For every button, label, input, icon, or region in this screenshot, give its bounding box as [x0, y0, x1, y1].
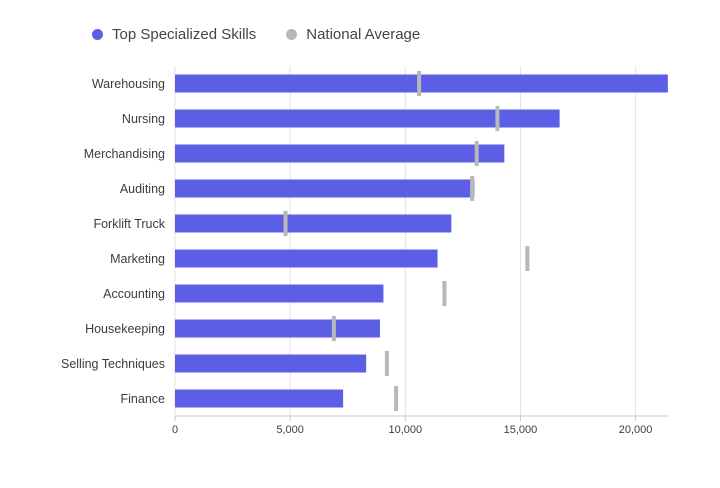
chart-legend: Top Specialized Skills National Average: [92, 26, 420, 43]
x-tick-label: 15,000: [504, 424, 538, 436]
average-marker[interactable]: [283, 211, 288, 236]
average-marker[interactable]: [474, 141, 479, 166]
average-marker[interactable]: [417, 71, 422, 96]
category-label: Accounting: [103, 287, 165, 301]
category-labels: Warehousing Nursing Merchandising Auditing F…: [61, 77, 166, 406]
category-label: Housekeeping: [85, 322, 165, 336]
x-tick-label: 10,000: [388, 424, 422, 436]
average-marker[interactable]: [442, 281, 447, 306]
legend-item-national-average[interactable]: National Average: [286, 26, 420, 43]
bar[interactable]: [175, 249, 438, 268]
category-label: Auditing: [120, 182, 165, 196]
legend-label-national-average: National Average: [306, 26, 421, 43]
x-tick-label: 0: [172, 424, 178, 436]
legend-swatch-national-average: [286, 29, 298, 40]
category-label: Finance: [121, 392, 166, 406]
bar[interactable]: [175, 144, 505, 163]
bar[interactable]: [175, 214, 452, 233]
x-tick-label: 5,000: [276, 424, 304, 436]
category-label: Merchandising: [84, 147, 165, 161]
legend-label-top-skills: Top Specialized Skills: [112, 26, 257, 43]
x-axis: 0 5,000 10,000 15,000 20,000: [172, 415, 669, 436]
average-marker[interactable]: [384, 351, 389, 376]
bars-group: [175, 74, 668, 408]
bar[interactable]: [175, 354, 367, 373]
category-label: Nursing: [122, 112, 165, 126]
average-marker[interactable]: [470, 176, 475, 201]
bar[interactable]: [175, 179, 475, 198]
average-marker[interactable]: [495, 106, 500, 131]
bar[interactable]: [175, 319, 380, 338]
x-tick-label: 20,000: [619, 424, 653, 436]
category-label: Warehousing: [92, 77, 165, 91]
legend-item-top-skills[interactable]: Top Specialized Skills: [92, 26, 256, 43]
bar[interactable]: [175, 74, 668, 93]
bar[interactable]: [175, 284, 384, 303]
category-label: Forklift Truck: [93, 217, 165, 231]
bar[interactable]: [175, 109, 560, 128]
category-label: Selling Techniques: [61, 357, 165, 371]
bar[interactable]: [175, 389, 344, 408]
average-marker[interactable]: [331, 316, 336, 341]
category-label: Marketing: [110, 252, 165, 266]
average-markers-group: [283, 71, 530, 411]
legend-swatch-top-skills: [92, 29, 103, 40]
average-marker[interactable]: [394, 386, 399, 411]
average-marker[interactable]: [525, 246, 530, 271]
